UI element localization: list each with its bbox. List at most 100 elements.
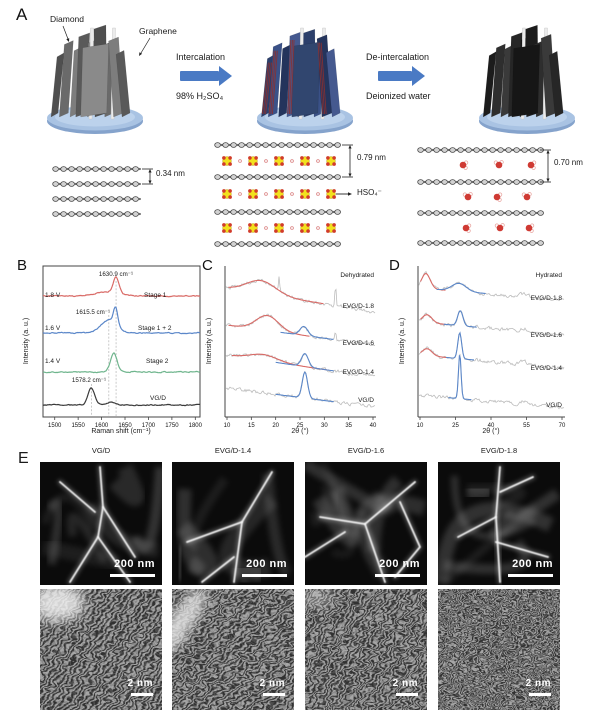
d-series-evgd18: EVG/D-1.8 [530,295,562,302]
stage-1-label: Stage 1 [144,292,167,299]
tem-scalebar-text: 2 nm [392,678,418,689]
x-tick-label: 1800 [189,423,203,429]
raman-curve-vg-d [42,387,201,407]
tem-scalebar-text: 2 nm [127,678,153,689]
c-series-evgd14: EVG/D-1.4 [342,369,374,376]
xrd-fit-red-fit [420,273,446,291]
c-series-evgd18: EVG/D-1.8 [342,303,374,310]
sem-scalebar [508,574,553,577]
x-tick-label: 25 [452,423,459,429]
panel-label-a: A [16,5,28,24]
xrd-fit-red-fit [231,353,330,371]
sem-image-0 [40,462,162,585]
stage-1-2-label: Stage 1 + 2 [138,325,172,332]
e-column-title-evgd16: EVG/D-1.6 [347,446,385,455]
brush-structure-blue [257,27,353,134]
x-tick-label: 10 [417,423,424,429]
brush-structure-black [479,24,575,134]
tem-scalebar [131,693,153,696]
sem-scalebar [242,574,287,577]
tem-image-0 [40,589,162,710]
panel-label-e: E [18,450,29,467]
x-tick-label: 10 [224,423,231,429]
x-tick-label: 15 [248,423,255,429]
xrd-fit-blue-fit [275,371,334,403]
xrd-fit-blue-fit [280,325,334,340]
hydrated-spacing-label: 0.70 nm [554,158,583,167]
xrd-fit-blue-fit [448,355,472,401]
x-tick-label: 1700 [142,423,156,429]
tem-image-2 [305,589,427,710]
d-series-vgd: VG/D [546,402,562,409]
step2-title: De-intercalation [366,52,430,62]
sem-scalebar-text: 200 nm [379,558,420,570]
hydrated-label: Hydrated [535,272,562,279]
tem-scalebar [263,693,285,696]
x-tick-label: 1750 [165,423,179,429]
plot-axes-D: 10 25 40 55 70 [417,266,566,429]
d-y-axis-title: Intensity (a. u.) [399,317,407,365]
plot-axes-C: 10 15 20 25 30 35 40 [224,266,377,429]
voltage-label-1-6v: 1.6 V [45,325,61,332]
sem-image-1 [172,462,294,585]
x-tick-label: 1650 [118,423,132,429]
c-series-evgd16: EVG/D-1.6 [342,340,374,347]
step2-subtitle: Deionized water [366,91,431,101]
tem-scalebar-text: 2 nm [259,678,285,689]
sem-scalebar-text: 200 nm [246,558,287,570]
tem-scalebar [396,693,418,696]
intercalant-label: HSO₄⁻ [357,188,382,197]
x-tick-label: 40 [488,423,495,429]
panel-a-graphics [47,24,575,247]
xrd-fit-blue-fit [436,282,486,295]
d-series-evgd14: EVG/D-1.4 [530,365,562,372]
x-tick-label: 30 [321,423,328,429]
x-tick-label: 40 [370,423,377,429]
intercalated-layer-diagram [214,142,353,247]
xrd-trace-evg-d-1-8 [418,270,565,302]
x-tick-label: 25 [297,423,304,429]
b-x-axis-title: Raman shift (cm⁻¹) [91,428,151,435]
x-tick-label: 35 [345,423,352,429]
c-x-axis-title: 2θ (°) [291,428,309,435]
panel-label-d: D [389,257,400,274]
sem-scalebar-text: 200 nm [512,558,553,570]
sem-scalebar [375,574,420,577]
xrd-trace-vg-d [418,353,565,410]
step1-subtitle: 98% H₂SO₄ [176,91,224,101]
xrd-fit-blue-fit [275,352,334,372]
raman-curve-stage-1-2 [42,306,201,335]
xrd-trace-evg-d-1-4 [225,352,376,377]
b-y-axis-title: Intensity (a. u.) [23,317,31,365]
d-x-axis-title: 2θ (°) [482,428,500,435]
xrd-fit-red-fit [228,279,324,305]
panel-label-c: C [202,257,213,274]
pristine-layer-diagram [52,166,153,217]
plot-axes-B: 1500 1550 1600 1650 1700 1750 1800 [42,265,203,429]
sem-scalebar [110,574,155,577]
dehydrated-label: Dehydrated [340,272,374,279]
c-y-axis-title: Intensity (a. u.) [206,317,214,365]
brush-structure-gray [47,24,143,134]
c-series-vgd: VG/D [358,397,374,404]
x-tick-label: 70 [559,423,566,429]
raman-peak-annotation-1630: 1630.9 cm⁻¹ [98,271,134,278]
e-column-title-vgd: VG/D [91,446,111,455]
diamond-label: Diamond [50,14,85,24]
xrd-trace-evg-d-1-8 [225,276,376,314]
sem-image-2 [305,462,427,585]
intercalated-spacing-label: 0.79 nm [357,153,386,162]
raman-peak-annotation-1615: 1615.5 cm⁻¹ [75,309,111,316]
x-tick-label: 1600 [95,423,109,429]
hydrated-layer-diagram [417,147,551,246]
pristine-spacing-label: 0.34 nm [156,169,185,178]
xrd-fit-blue-fit [443,310,477,328]
xrd-trace-evg-d-1-6 [418,310,565,337]
e-column-title-evgd18: EVG/D-1.8 [480,446,518,455]
raman-curve-stage-2 [42,352,201,374]
graphene-label: Graphene [139,26,177,36]
x-tick-label: 55 [523,423,530,429]
raman-curve-stage-1 [43,276,201,298]
